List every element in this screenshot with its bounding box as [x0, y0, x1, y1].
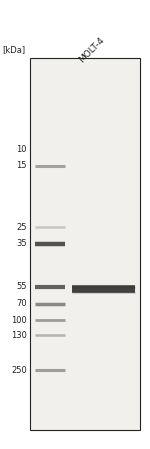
Bar — [30, 58, 140, 430]
Text: 35: 35 — [16, 239, 27, 248]
Text: 130: 130 — [11, 330, 27, 339]
Text: 10: 10 — [16, 145, 27, 154]
Text: 15: 15 — [16, 161, 27, 170]
Text: 55: 55 — [16, 282, 27, 291]
Text: MOLT-4: MOLT-4 — [77, 35, 106, 64]
Text: 100: 100 — [11, 316, 27, 325]
Text: 70: 70 — [16, 299, 27, 308]
Text: 250: 250 — [11, 366, 27, 375]
Text: [kDa]: [kDa] — [2, 45, 25, 54]
Text: 25: 25 — [16, 223, 27, 232]
